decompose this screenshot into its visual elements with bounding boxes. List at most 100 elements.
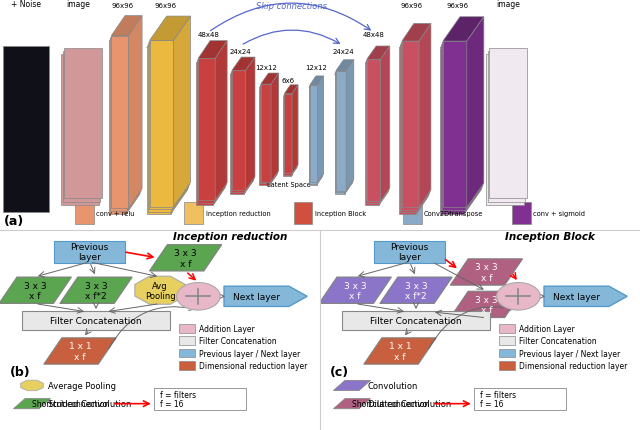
Polygon shape — [60, 277, 132, 304]
FancyBboxPatch shape — [403, 203, 422, 224]
FancyBboxPatch shape — [63, 52, 100, 203]
Polygon shape — [366, 62, 380, 204]
Polygon shape — [215, 42, 227, 201]
Polygon shape — [148, 22, 189, 46]
Polygon shape — [245, 60, 254, 193]
Text: 1 x 1
x f: 1 x 1 x f — [68, 341, 92, 361]
Polygon shape — [213, 46, 225, 206]
Polygon shape — [148, 46, 172, 212]
Polygon shape — [129, 17, 142, 209]
Polygon shape — [230, 75, 244, 195]
Polygon shape — [109, 42, 126, 215]
Polygon shape — [196, 46, 225, 64]
Text: Next layer: Next layer — [553, 292, 600, 301]
Text: Previous layer / Next layer: Previous layer / Next layer — [199, 349, 300, 358]
FancyBboxPatch shape — [179, 337, 195, 346]
Polygon shape — [346, 61, 354, 191]
Polygon shape — [172, 22, 189, 212]
Text: Filter Concatenation: Filter Concatenation — [199, 337, 276, 346]
Text: Filter Concatenation: Filter Concatenation — [50, 316, 142, 326]
Polygon shape — [367, 60, 380, 202]
Polygon shape — [284, 87, 298, 96]
Text: Previous
layer: Previous layer — [390, 243, 429, 262]
Text: f = 16: f = 16 — [160, 399, 184, 408]
Polygon shape — [380, 47, 390, 202]
Polygon shape — [317, 78, 323, 184]
Polygon shape — [345, 64, 353, 195]
Polygon shape — [110, 39, 127, 212]
Text: 96x96: 96x96 — [112, 3, 134, 9]
Polygon shape — [464, 25, 481, 215]
Polygon shape — [284, 86, 298, 95]
Polygon shape — [544, 286, 627, 307]
Text: 24x24: 24x24 — [230, 49, 252, 55]
FancyBboxPatch shape — [499, 349, 515, 358]
Polygon shape — [309, 80, 323, 89]
Text: 96x96: 96x96 — [400, 3, 422, 9]
Polygon shape — [317, 77, 324, 183]
Polygon shape — [380, 277, 452, 304]
Polygon shape — [400, 29, 429, 46]
Polygon shape — [232, 58, 255, 71]
FancyBboxPatch shape — [499, 337, 515, 346]
Text: 3 x 3
x f*2: 3 x 3 x f*2 — [84, 281, 108, 300]
FancyBboxPatch shape — [184, 203, 203, 224]
Text: 48x48: 48x48 — [363, 32, 385, 37]
Polygon shape — [232, 71, 246, 190]
FancyBboxPatch shape — [374, 241, 445, 263]
Text: Next layer: Next layer — [233, 292, 280, 301]
Polygon shape — [451, 292, 522, 318]
Polygon shape — [417, 31, 428, 215]
FancyBboxPatch shape — [179, 349, 195, 358]
Polygon shape — [418, 27, 430, 210]
Text: conv + sigmoid: conv + sigmoid — [533, 210, 586, 216]
Polygon shape — [335, 75, 345, 195]
Polygon shape — [260, 74, 278, 85]
Text: conv + relu: conv + relu — [97, 210, 135, 216]
Polygon shape — [173, 17, 191, 207]
Text: Average Pooling: Average Pooling — [48, 381, 116, 390]
Polygon shape — [336, 61, 354, 72]
Polygon shape — [197, 44, 226, 61]
Polygon shape — [365, 51, 388, 64]
Text: Conv2Dtranspose: Conv2Dtranspose — [424, 210, 483, 216]
Polygon shape — [150, 17, 191, 41]
Ellipse shape — [177, 283, 220, 310]
Text: Dimensional reduction layer: Dimensional reduction layer — [519, 361, 627, 370]
FancyBboxPatch shape — [22, 311, 170, 331]
Polygon shape — [291, 89, 297, 177]
Text: Inception Block: Inception Block — [315, 210, 366, 216]
Polygon shape — [402, 42, 419, 208]
Polygon shape — [335, 62, 353, 74]
Polygon shape — [198, 42, 227, 59]
Polygon shape — [442, 20, 483, 44]
Polygon shape — [271, 74, 278, 182]
Polygon shape — [379, 51, 388, 206]
Text: Shortcut connection: Shortcut connection — [351, 399, 429, 408]
Text: Filter Concatenation: Filter Concatenation — [370, 316, 462, 326]
Text: (c): (c) — [330, 365, 349, 378]
Polygon shape — [364, 338, 436, 364]
Polygon shape — [196, 64, 213, 206]
Polygon shape — [150, 245, 222, 271]
Polygon shape — [310, 86, 317, 183]
FancyBboxPatch shape — [54, 241, 125, 263]
Polygon shape — [284, 95, 292, 174]
Polygon shape — [197, 61, 214, 203]
Polygon shape — [440, 49, 464, 215]
FancyBboxPatch shape — [488, 52, 525, 203]
Text: 3 x 3
x f: 3 x 3 x f — [24, 281, 47, 300]
Text: (a): (a) — [4, 215, 24, 227]
Polygon shape — [310, 78, 323, 87]
Text: (b): (b) — [10, 365, 30, 378]
Polygon shape — [310, 77, 324, 86]
Polygon shape — [451, 259, 522, 286]
Polygon shape — [440, 25, 481, 49]
Polygon shape — [441, 22, 482, 46]
Polygon shape — [126, 22, 140, 215]
Polygon shape — [44, 338, 116, 364]
FancyBboxPatch shape — [342, 311, 490, 331]
Polygon shape — [292, 87, 298, 175]
Text: Dimensional reduction layer: Dimensional reduction layer — [199, 361, 307, 370]
Text: Clean Image
+ Noise: Clean Image + Noise — [1, 0, 50, 9]
